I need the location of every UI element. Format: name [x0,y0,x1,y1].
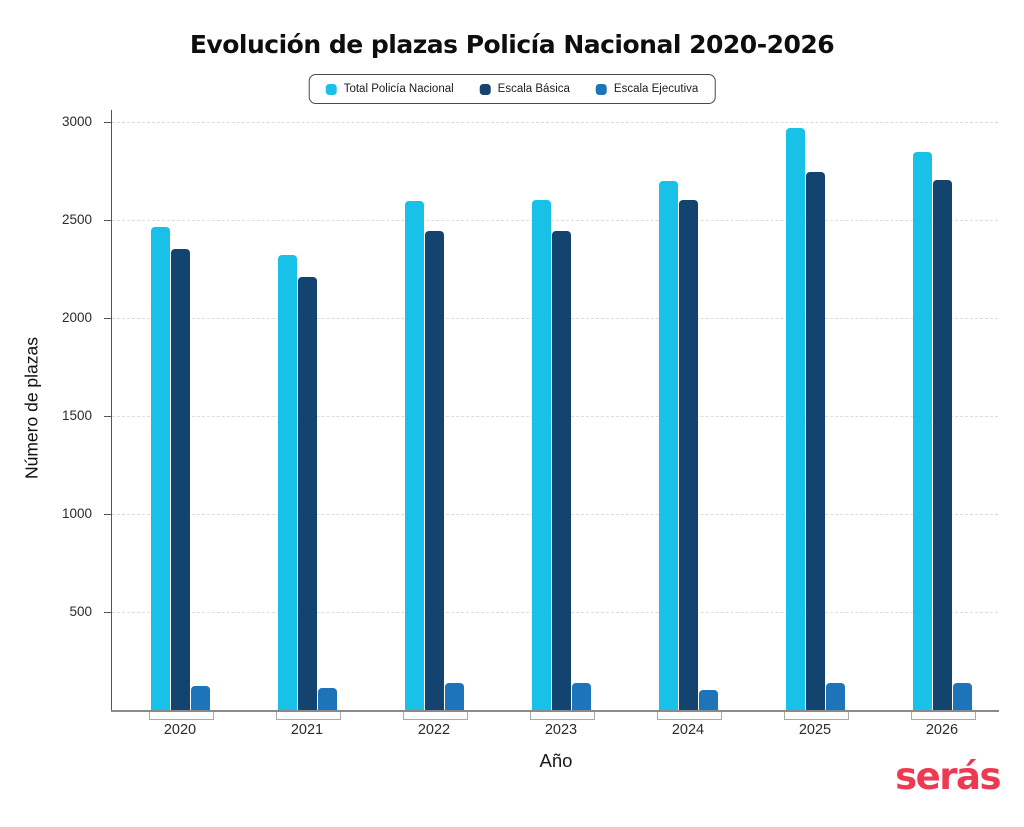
legend-item: Escala Básica [479,83,570,95]
y-tick-mark [104,612,111,613]
bar-2022-escala-ejecutiva [444,682,464,710]
bar-2020-escala-ejecutiva [190,685,210,710]
y-tick-label: 3000 [61,114,92,130]
gridline [112,122,998,123]
bar-2022-total-polic-a-nacional [404,201,424,710]
bar-2021-escala-ejecutiva [317,688,337,710]
bar-group-2021 [277,255,337,710]
legend-label: Escala Ejecutiva [613,83,699,95]
bar-group-2023 [531,200,591,710]
x-tick-label-2023: 2023 [544,722,578,738]
y-tick-mark [104,122,111,123]
x-axis-title: Año [539,750,573,771]
x-tick-label-2021: 2021 [290,722,324,738]
bar-group-2025 [785,127,845,710]
y-tick-mark [104,416,111,417]
legend-swatch-icon [479,83,491,95]
bar-2020-escala-b-sica [170,249,190,710]
bar-2025-total-polic-a-nacional [785,127,805,710]
x-group-bracket [910,712,976,720]
bar-2026-escala-ejecutiva [952,682,972,710]
y-axis-title: Número de plazas [21,336,42,480]
y-axis-spine [111,110,112,710]
bar-group-2026 [912,152,972,710]
bar-2024-escala-ejecutiva [698,690,718,710]
x-group-bracket [402,712,468,720]
y-tick-label: 2000 [61,310,92,326]
y-tick-mark [104,220,111,221]
bar-2022-escala-b-sica [424,230,444,710]
y-tick-label: 1500 [61,408,92,424]
x-axis-line [111,710,999,712]
bar-2025-escala-ejecutiva [825,682,845,710]
bar-group-2020 [150,226,210,710]
legend-item: Total Policía Nacional [325,83,454,95]
legend-label: Escala Básica [497,83,570,95]
bar-2026-escala-b-sica [932,179,952,710]
bar-2024-escala-b-sica [678,200,698,710]
bar-2024-total-polic-a-nacional [658,180,678,710]
chart-title: Evolución de plazas Policía Nacional 202… [189,30,835,59]
bar-group-2022 [404,201,464,710]
x-tick-label-2022: 2022 [417,722,451,738]
bar-2020-total-polic-a-nacional [150,226,170,710]
x-tick-label-2020: 2020 [163,722,197,738]
y-tick-label: 1000 [61,506,92,522]
bar-2021-total-polic-a-nacional [277,255,297,710]
legend-item: Escala Ejecutiva [595,83,699,95]
y-tick-mark [104,318,111,319]
x-group-bracket [656,712,722,720]
plot-area: 500 1000 1500 2000 2500 3000 2020 2021 2022 2023 2… [62,110,999,738]
bar-2023-total-polic-a-nacional [531,200,551,710]
seras-logo: serás [895,755,1001,798]
x-group-bracket [148,712,214,720]
x-group-bracket [529,712,595,720]
legend: Total Policía Nacional Escala Básica Escal… [308,74,716,104]
y-tick-mark [104,514,111,515]
bar-2023-escala-ejecutiva [571,682,591,710]
legend-swatch-icon [325,83,337,95]
y-tick-label: 500 [69,604,92,620]
gridline [112,220,998,221]
x-group-bracket [783,712,849,720]
legend-label: Total Policía Nacional [343,83,454,95]
bar-2021-escala-b-sica [297,276,317,710]
bar-2025-escala-b-sica [805,171,825,710]
x-tick-label-2025: 2025 [798,722,832,738]
legend-swatch-icon [595,83,607,95]
x-group-bracket [275,712,341,720]
x-tick-label-2026: 2026 [925,722,959,738]
bar-group-2024 [658,180,718,710]
x-tick-label-2024: 2024 [671,722,705,738]
y-tick-label: 2500 [61,212,92,228]
bar-2023-escala-b-sica [551,230,571,710]
bar-2026-total-polic-a-nacional [912,152,932,710]
